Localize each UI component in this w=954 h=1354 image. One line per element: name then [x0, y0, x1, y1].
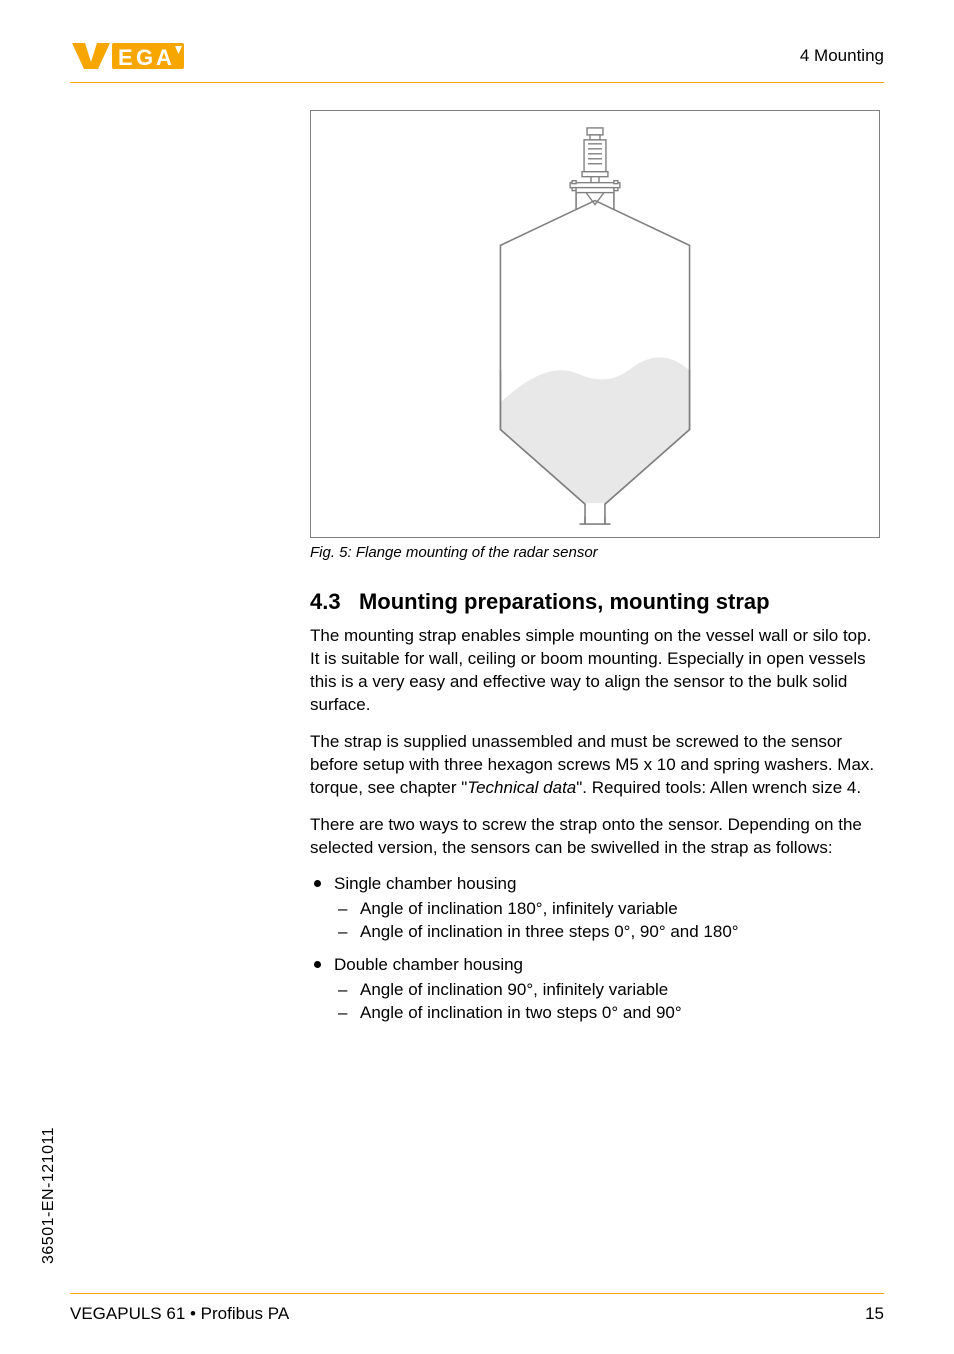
list-item: Double chamber housing Angle of inclinat…	[310, 954, 882, 1025]
section-number: 4.3	[310, 589, 341, 614]
paragraph-1: The mounting strap enables simple mounti…	[310, 625, 882, 717]
paragraph-2: The strap is supplied unassembled and mu…	[310, 731, 882, 800]
section-title: Mounting preparations, mounting strap	[359, 589, 770, 614]
list-item-label: Single chamber housing	[334, 874, 516, 893]
header-rule	[70, 82, 884, 83]
footer-left: VEGAPULS 61 • Profibus PA	[70, 1304, 289, 1324]
sublist-item: Angle of inclination in three steps 0°, …	[334, 921, 882, 944]
paragraph-3: There are two ways to screw the strap on…	[310, 814, 882, 860]
figure-caption: Fig. 5: Flange mounting of the radar sen…	[310, 544, 882, 561]
page-number: 15	[865, 1304, 884, 1324]
svg-text:A: A	[156, 45, 172, 70]
section-heading: 4.3 Mounting preparations, mounting stra…	[310, 589, 882, 615]
header-breadcrumb: 4 Mounting	[800, 46, 884, 66]
sublist-item: Angle of inclination 180°, infinitely va…	[334, 898, 882, 921]
sublist-item: Angle of inclination 90°, infinitely var…	[334, 979, 882, 1002]
housing-list: Single chamber housing Angle of inclinat…	[310, 873, 882, 1025]
svg-text:E: E	[118, 45, 133, 70]
sublist-item: Angle of inclination in two steps 0° and…	[334, 1002, 882, 1025]
svg-text:G: G	[136, 45, 153, 70]
figure-svg	[311, 111, 879, 537]
list-item-label: Double chamber housing	[334, 955, 523, 974]
list-item: Single chamber housing Angle of inclinat…	[310, 873, 882, 944]
footer-rule	[70, 1293, 884, 1294]
document-code: 36501-EN-121011	[40, 1127, 58, 1264]
figure-5	[310, 110, 880, 538]
logo: E G A	[70, 40, 190, 72]
